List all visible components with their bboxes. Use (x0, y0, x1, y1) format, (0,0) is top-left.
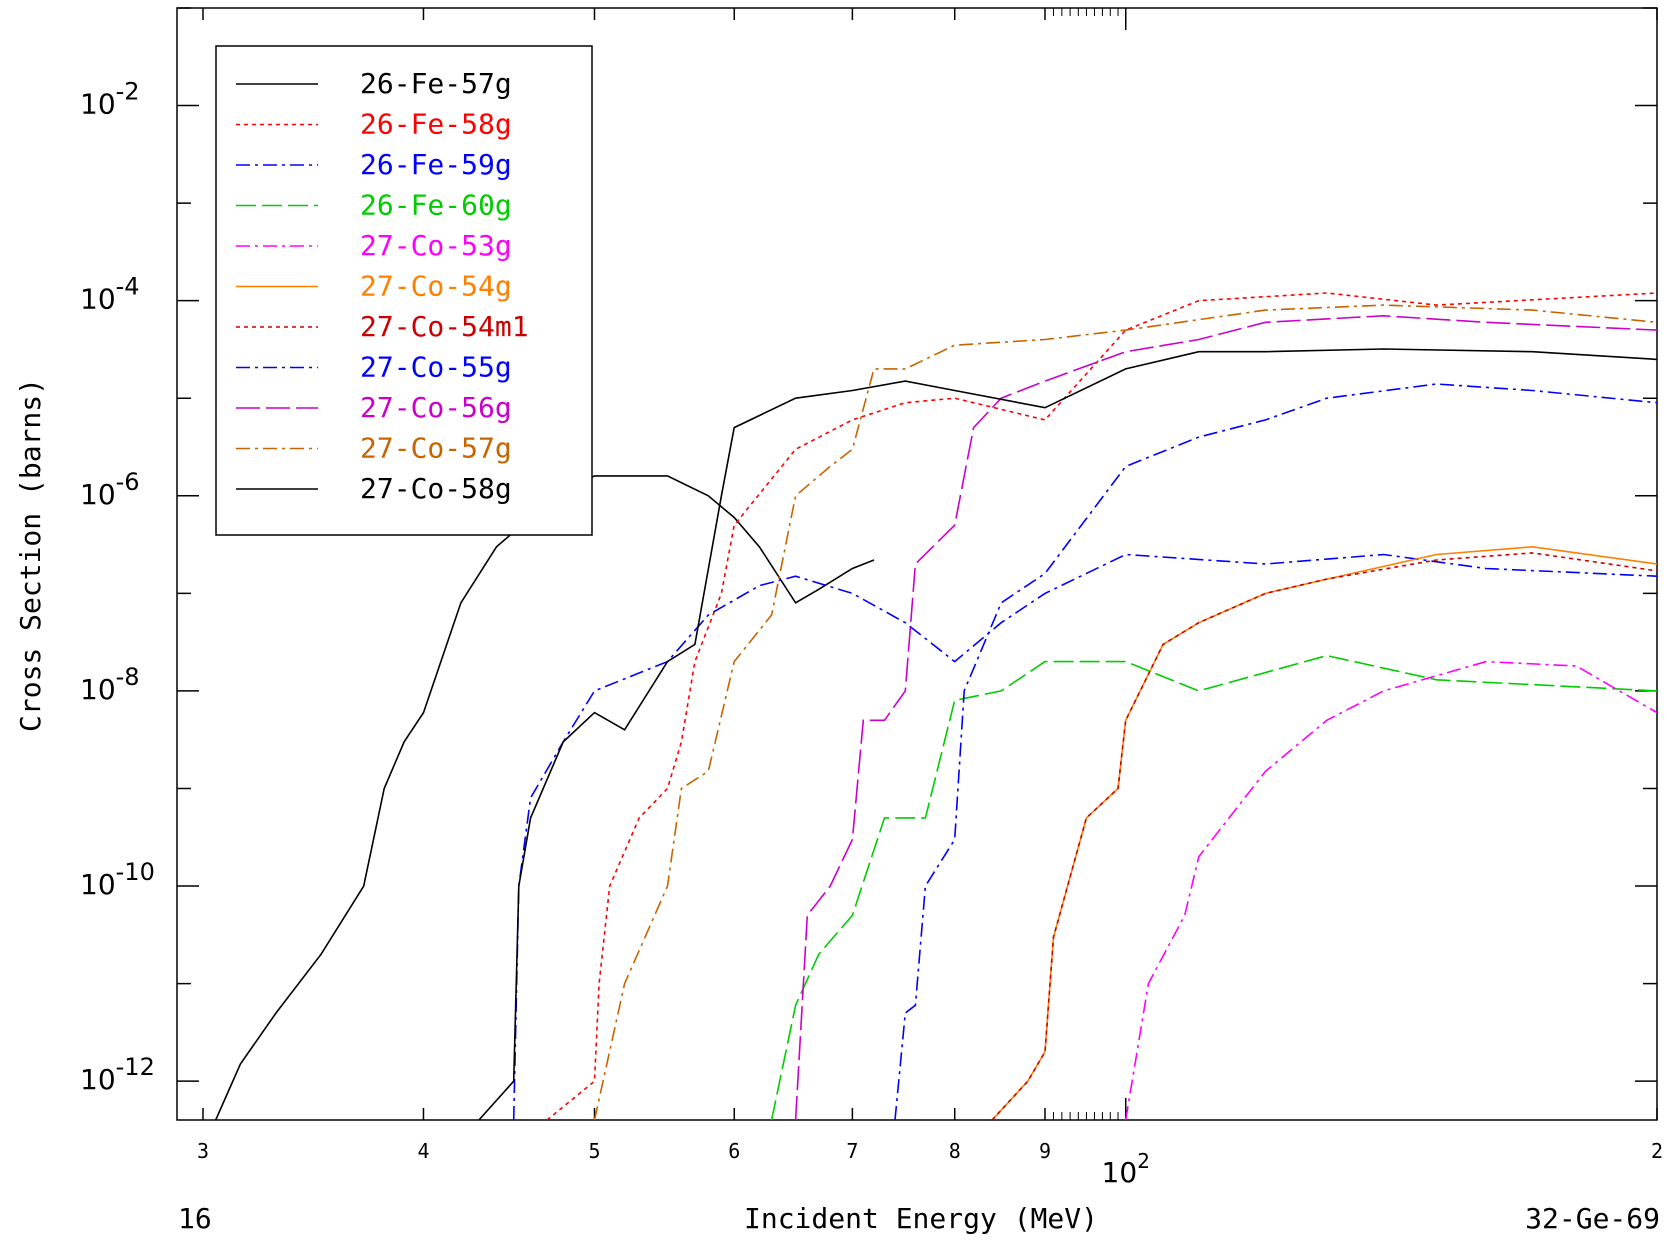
legend-label: 26-Fe-57g (360, 67, 512, 100)
legend-label: 27-Co-54g (360, 270, 512, 303)
x-axis: 3 4 5 6 7 8 9 2 102 (197, 8, 1663, 1189)
x-tick-label: 6 (728, 1139, 740, 1163)
series-line-27-co-56g (794, 314, 1657, 1120)
legend-label: 27-Co-55g (360, 351, 512, 384)
x-tick-label: 9 (1039, 1139, 1051, 1163)
legend-label: 26-Fe-58g (360, 108, 512, 141)
y-tick-label: 10-10 (80, 858, 155, 901)
x-tick-label: 8 (949, 1139, 961, 1163)
x-tick-label: 2 (1651, 1139, 1663, 1163)
series-line-26-fe-58g (546, 292, 1657, 1120)
x-tick-label: 5 (588, 1139, 600, 1163)
series-line-26-fe-59g (512, 553, 1657, 1120)
x-tick-label: 3 (197, 1139, 209, 1163)
legend-label: 27-Co-53g (360, 229, 512, 262)
series-line-27-co-58g (478, 348, 1657, 1120)
legend-label: 27-Co-56g (360, 391, 512, 424)
legend-box (215, 45, 593, 536)
series-line-27-co-53g (1124, 660, 1657, 1120)
footer-right-label: 32-Ge-69 (1525, 1202, 1660, 1235)
y-axis-label: Cross Section (barns) (14, 378, 47, 732)
x-tick-label: 4 (417, 1139, 429, 1163)
legend-label: 27-Co-54m1 (360, 310, 529, 343)
y-tick-label: 10-4 (80, 273, 140, 316)
y-tick-label: 10-2 (80, 78, 140, 121)
series-line-27-co-57g (593, 304, 1657, 1120)
legend-label: 27-Co-58g (360, 472, 512, 505)
series-lines (214, 292, 1657, 1120)
series-line-26-fe-60g (770, 654, 1657, 1120)
y-tick-label: 10-8 (80, 663, 140, 706)
legend-label: 27-Co-57g (360, 432, 512, 465)
series-line-26-fe-57g (214, 475, 875, 1120)
legend-label: 26-Fe-60g (360, 189, 512, 222)
x-tick-label: 7 (846, 1139, 858, 1163)
x-decade-label: 102 (1102, 1149, 1150, 1189)
series-line-27-co-54g (991, 545, 1657, 1120)
legend-label: 26-Fe-59g (360, 148, 512, 181)
y-tick-label: 10-12 (80, 1053, 155, 1096)
y-axis: 10-2 10-4 10-6 10-8 10-10 10-12 (80, 7, 1657, 1096)
footer-left-label: 16 (178, 1202, 212, 1235)
legend: 26-Fe-57g 26-Fe-58g 26-Fe-59g 26-Fe-60g 27-C… (215, 45, 593, 536)
series-line-27-co-54m1 (991, 552, 1657, 1120)
x-axis-label: Incident Energy (MeV) (744, 1202, 1098, 1235)
y-tick-label: 10-6 (80, 468, 140, 511)
series-line-27-co-55g (894, 383, 1657, 1120)
